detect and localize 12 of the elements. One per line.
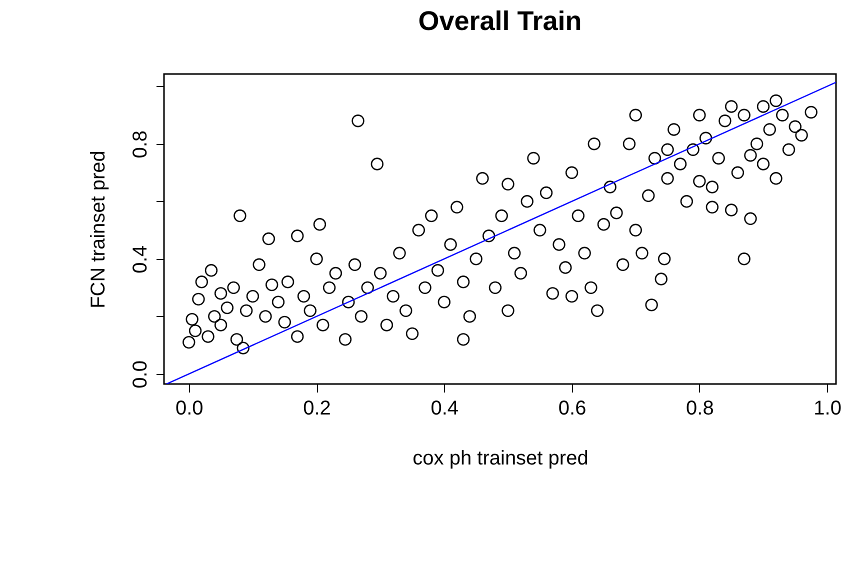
x-tick-label: 1.0 <box>814 398 842 420</box>
x-tick-label: 0.0 <box>175 398 204 420</box>
x-tick-label: 0.4 <box>430 398 459 420</box>
chart-title: Overall Train <box>418 6 582 36</box>
y-tick-label: 0.4 <box>130 246 152 274</box>
x-tick-label: 0.6 <box>558 398 586 420</box>
x-tick-label: 0.2 <box>303 398 331 420</box>
x-axis-title: cox ph trainset pred <box>412 448 588 470</box>
y-axis-title: FCN trainset pred <box>88 150 110 308</box>
x-tick-label: 0.8 <box>686 398 714 420</box>
y-tick-label: 0.8 <box>130 130 152 158</box>
y-tick-label: 0.0 <box>130 360 152 388</box>
